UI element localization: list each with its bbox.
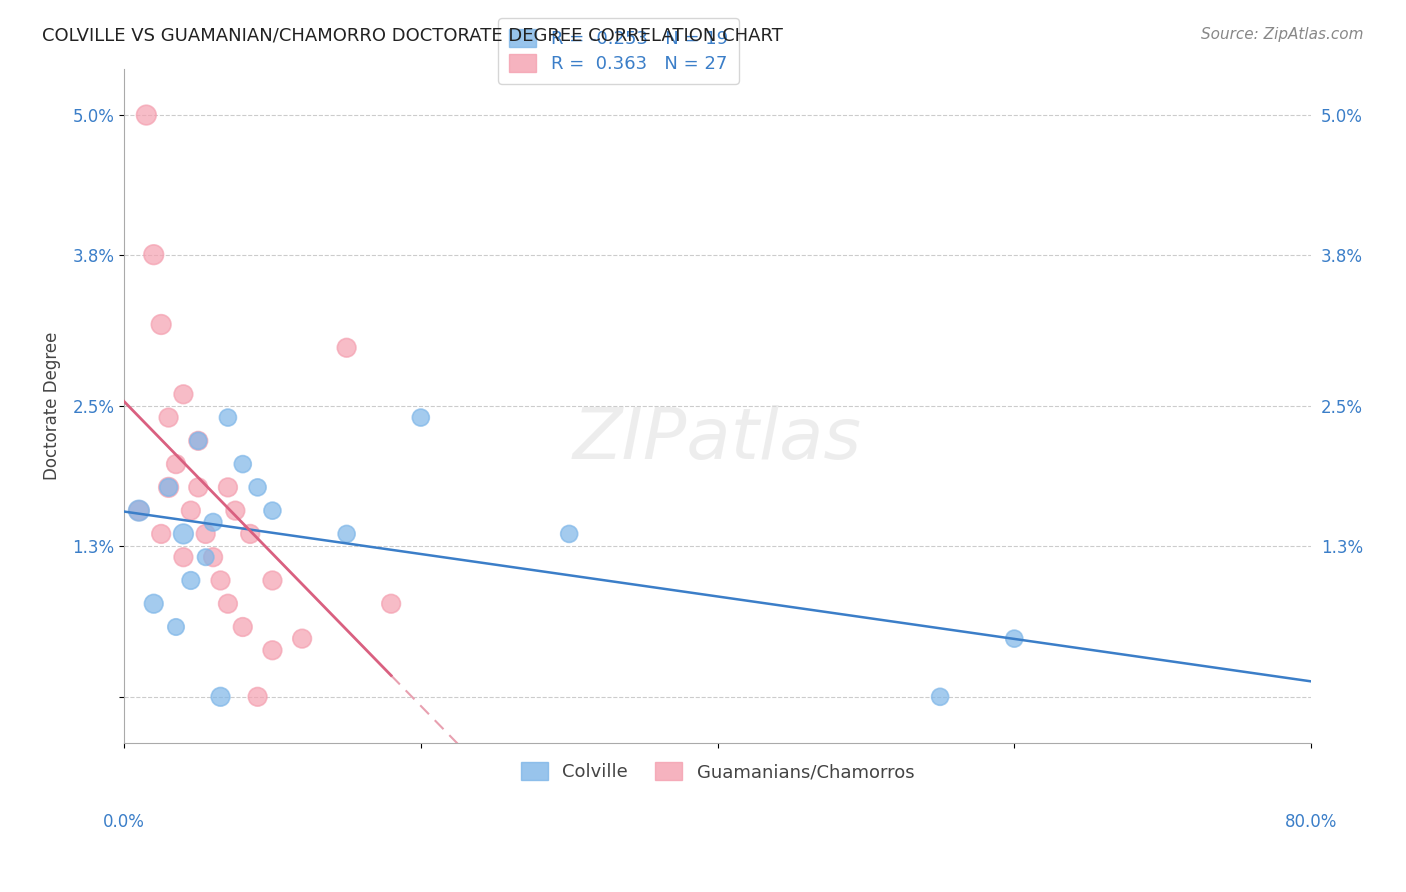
Point [232, 457, 254, 471]
Point [150, 318, 173, 332]
Point [217, 597, 239, 611]
Point [336, 341, 359, 355]
Point [128, 503, 150, 517]
Point [194, 527, 217, 541]
Point [172, 550, 194, 565]
Point [165, 620, 187, 634]
Text: ZIPatlas: ZIPatlas [574, 405, 862, 475]
Point [180, 503, 202, 517]
Point [246, 690, 269, 704]
Point [558, 527, 581, 541]
Point [409, 410, 432, 425]
Point [929, 690, 952, 704]
Point [180, 574, 202, 588]
Point [202, 550, 225, 565]
Point [209, 690, 232, 704]
Point [246, 480, 269, 494]
Point [135, 108, 157, 122]
Point [128, 503, 150, 517]
Point [172, 387, 194, 401]
Text: COLVILLE VS GUAMANIAN/CHAMORRO DOCTORATE DEGREE CORRELATION CHART: COLVILLE VS GUAMANIAN/CHAMORRO DOCTORATE… [42, 27, 783, 45]
Point [157, 480, 180, 494]
Point [187, 480, 209, 494]
Point [142, 597, 165, 611]
Y-axis label: Doctorate Degree: Doctorate Degree [44, 332, 60, 480]
Point [150, 527, 173, 541]
Point [142, 248, 165, 262]
Legend: Colville, Guamanians/Chamorros: Colville, Guamanians/Chamorros [513, 755, 921, 789]
Point [217, 410, 239, 425]
Point [187, 434, 209, 448]
Point [202, 516, 225, 530]
Point [209, 574, 232, 588]
Point [224, 503, 246, 517]
Point [187, 434, 209, 448]
Text: Source: ZipAtlas.com: Source: ZipAtlas.com [1201, 27, 1364, 42]
Point [232, 620, 254, 634]
Point [165, 457, 187, 471]
Text: 0.0%: 0.0% [103, 814, 145, 831]
Point [262, 503, 284, 517]
Point [380, 597, 402, 611]
Point [1002, 632, 1025, 646]
Point [217, 480, 239, 494]
Point [157, 410, 180, 425]
Point [194, 550, 217, 565]
Point [291, 632, 314, 646]
Point [239, 527, 262, 541]
Text: 80.0%: 80.0% [1285, 814, 1337, 831]
Point [336, 527, 359, 541]
Point [157, 480, 180, 494]
Point [262, 574, 284, 588]
Point [172, 527, 194, 541]
Point [262, 643, 284, 657]
